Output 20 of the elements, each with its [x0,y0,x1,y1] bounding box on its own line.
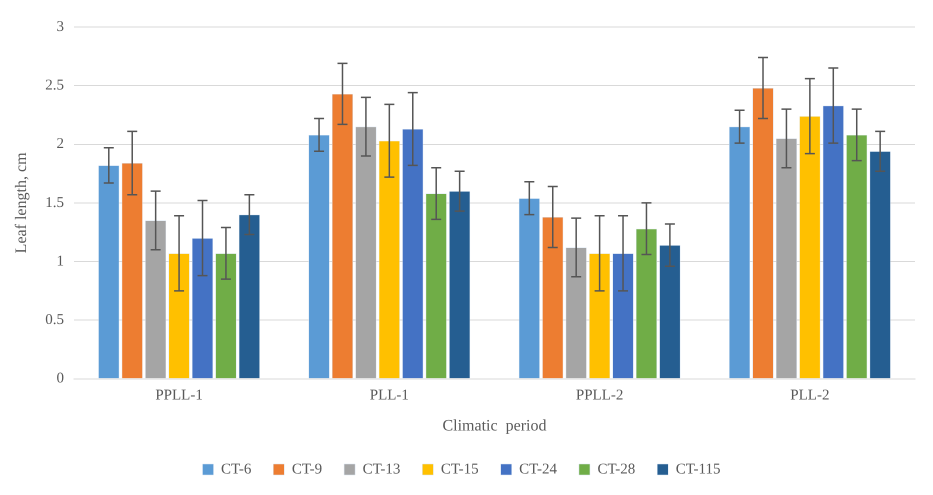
legend-label: CT-115 [676,461,720,478]
x-tick-label: PPLL-1 [155,388,203,404]
y-tick-label: 0 [56,370,64,387]
legend-label: CT-24 [519,461,558,478]
y-tick-label: 0.5 [45,312,64,328]
y-tick-label: 2.5 [45,78,64,94]
legend-label: CT-28 [597,461,636,478]
x-axis-title: Climatic period [442,418,546,435]
legend-label: CT-6 [221,461,252,478]
y-tick-label: 1.5 [45,194,64,211]
x-tick-label: PLL-1 [370,388,409,404]
y-tick-label: 1 [56,253,64,270]
y-tick-label: 2 [56,136,64,152]
legend-label: CT-9 [292,461,322,478]
y-tick-label: 3 [56,18,64,35]
x-tick-label: PPLL-2 [576,388,624,404]
legend-label: CT-15 [440,461,479,478]
x-tick-label: PLL-2 [790,388,830,404]
y-axis-title: Leaf length, cm [12,152,30,254]
legend-label: CT-13 [362,461,400,478]
